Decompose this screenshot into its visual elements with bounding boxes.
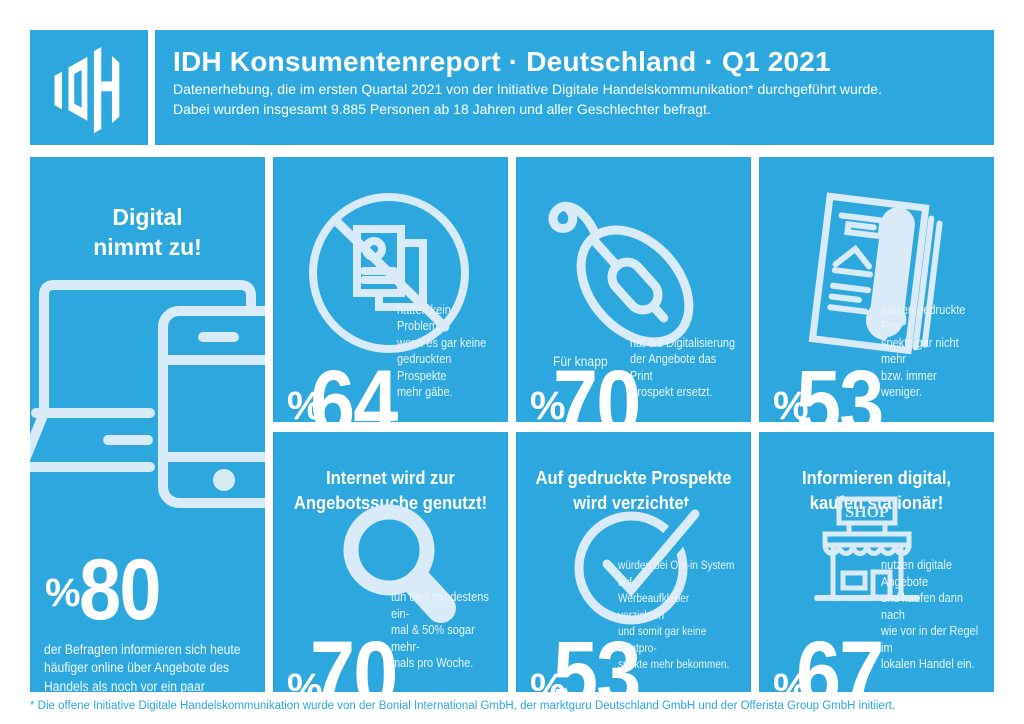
idh-logo-box (30, 30, 148, 145)
printed-prospekt-icon (793, 187, 965, 369)
shop-icon: SHOP (803, 494, 943, 624)
stat-value: 80 (79, 542, 161, 638)
report-title: IDH Konsumentenreport · Deutschland · Q1… (173, 46, 831, 77)
search-icon (329, 496, 479, 646)
stat-percent: % (773, 384, 809, 422)
stat-description: hätten kein Problem, wenn es gar keine g… (397, 302, 487, 400)
feature-card-digital: Digital nimmt zu! % 80 der Befragten inf… (30, 157, 265, 692)
stat-card-digitalisierung: Für knapp % 70 hat die Digitalisierung d… (516, 157, 751, 422)
stat-value: 70 (310, 623, 398, 692)
stat-description: tun dies mindestens ein- mal & 50% sogar… (391, 590, 489, 670)
stat-percent: % (773, 666, 809, 692)
stat-description: hat die Digitalisierung der Angebote das… (630, 335, 736, 400)
shop-sign-label: SHOP (845, 504, 889, 521)
no-prospekt-icon (299, 183, 479, 363)
stat-description: nutzen digitale Angebote und kaufen dann… (881, 558, 979, 671)
card-heading: Auf gedruckte Prospekte wird verzichtet. (535, 468, 732, 513)
stat-value: 70 (553, 352, 641, 422)
stat-description: der Befragten informieren sich heute häu… (44, 641, 241, 693)
footer-note: * Die offene Initiative Digitale Handels… (30, 700, 896, 712)
stat-prefix: Für knapp (553, 354, 608, 369)
stat-card-stationaer: Informieren digital, kaufen stationär! S… (759, 432, 994, 692)
report-subtitle-line1: Datenerhebung, die im ersten Quartal 202… (173, 81, 882, 97)
stat-card-no-print: % 64 hätten kein Problem, wenn es gar ke… (273, 157, 508, 422)
stat-percent: % (287, 666, 323, 692)
stat-percent: % (530, 384, 566, 422)
stat-percent: % (287, 384, 323, 422)
stat-description: würden bei Opt-in System auf Werbeaufkle… (618, 560, 735, 671)
computer-mouse-icon (530, 171, 725, 366)
devices-icon (30, 275, 265, 515)
stat-value: 67 (796, 623, 884, 692)
stat-value: 53 (553, 623, 641, 692)
report-subtitle-line2: Dabei wurden insgesamt 9.885 Personen ab… (173, 101, 711, 117)
stat-card-opt-in: Auf gedruckte Prospekte wird verzichtet.… (516, 432, 751, 692)
stat-card-print-usage: % 53 nutzen gedruckte Pro- spekte gar ni… (759, 157, 994, 422)
stat-percent: % (530, 666, 566, 692)
feature-heading: Digital nimmt zu! (93, 204, 202, 261)
stat-value: 53 (796, 352, 884, 422)
stat-percent: % (45, 571, 81, 615)
header-banner: IDH Konsumentenreport · Deutschland · Q1… (155, 30, 994, 145)
stat-card-angebotssuche: Internet wird zur Angebotssuche genutzt!… (273, 432, 508, 692)
stat-description: nutzen gedruckte Pro- spekte gar nicht m… (881, 302, 966, 400)
idh-logo-icon (54, 46, 120, 133)
stat-value: 64 (310, 352, 398, 422)
checkmark-circle-icon (571, 498, 711, 630)
